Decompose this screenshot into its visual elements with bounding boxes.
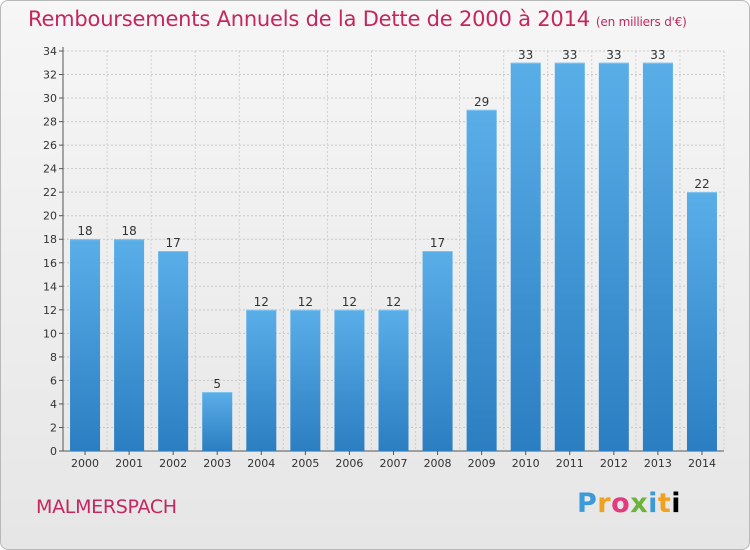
bar	[334, 309, 365, 451]
data-label: 17	[430, 236, 445, 250]
bar	[554, 62, 585, 451]
data-label: 33	[562, 48, 577, 62]
data-label: 12	[254, 295, 269, 309]
bars	[70, 62, 717, 452]
y-tick-label: 20	[43, 210, 57, 223]
x-tick-label: 2012	[600, 457, 628, 470]
bar	[202, 392, 233, 451]
y-tick-label: 8	[50, 351, 57, 364]
commune-name: MALMERSPACH	[36, 496, 177, 518]
bar	[378, 309, 409, 451]
y-tick-label: 28	[43, 116, 57, 129]
y-tick-label: 6	[50, 374, 57, 387]
data-label: 12	[342, 295, 357, 309]
y-tick-label: 24	[43, 163, 57, 176]
logo-letter: x	[630, 488, 649, 519]
data-label: 17	[166, 236, 181, 250]
y-tick-label: 0	[50, 445, 57, 458]
chart-title: Remboursements Annuels de la Dette de 20…	[28, 7, 687, 31]
y-tick-label: 30	[43, 92, 57, 105]
y-tick-label: 4	[50, 398, 57, 411]
y-tick-label: 34	[43, 45, 57, 58]
x-tick-label: 2002	[159, 457, 187, 470]
data-label: 18	[121, 224, 136, 238]
logo-letter: o	[611, 488, 631, 519]
bar	[246, 309, 277, 451]
x-tick-label: 2004	[247, 457, 275, 470]
x-tick-label: 2014	[688, 457, 716, 470]
y-tick-label: 32	[43, 69, 57, 82]
logo-letter: P	[577, 488, 598, 519]
bar	[510, 62, 541, 451]
bar	[422, 251, 453, 451]
data-label: 33	[606, 48, 621, 62]
labels: 18 2000 18 2001 17 2002 5 2003 12 2004 12 2005 12 200…	[71, 48, 716, 470]
x-tick-label: 2003	[203, 457, 231, 470]
x-tick-label: 2011	[556, 457, 584, 470]
x-tick-label: 2000	[71, 457, 99, 470]
y-tick-label: 14	[43, 280, 57, 293]
proxiti-logo: Proxiti	[577, 488, 681, 519]
data-label: 12	[386, 295, 401, 309]
bar	[158, 251, 189, 451]
x-tick-label: 2013	[644, 457, 672, 470]
data-label: 18	[77, 224, 92, 238]
y-tick-label: 26	[43, 139, 57, 152]
bar	[686, 192, 717, 452]
x-tick-label: 2001	[115, 457, 143, 470]
x-tick-label: 2005	[291, 457, 319, 470]
y-tick-label: 2	[50, 421, 57, 434]
bar	[466, 109, 497, 451]
x-tick-label: 2008	[424, 457, 452, 470]
bar	[642, 62, 673, 451]
y-tick-label: 18	[43, 233, 57, 246]
y-tick-label: 12	[43, 304, 57, 317]
chart-subtitle: (en milliers d'€)	[595, 15, 687, 29]
data-label: 12	[298, 295, 313, 309]
logo-letter: t	[657, 488, 672, 519]
bar	[598, 62, 629, 451]
bar	[290, 309, 321, 451]
x-tick-label: 2010	[512, 457, 540, 470]
logo-letter: r	[597, 488, 612, 519]
y-tick-label: 16	[43, 257, 57, 270]
bar	[114, 239, 145, 451]
data-label: 5	[213, 377, 221, 391]
chart-title-text: Remboursements Annuels de la Dette de 20…	[28, 7, 590, 31]
logo-letter: i	[648, 488, 658, 519]
data-label: 22	[694, 177, 709, 191]
x-tick-label: 2006	[335, 457, 363, 470]
x-tick-label: 2009	[468, 457, 496, 470]
data-label: 33	[518, 48, 533, 62]
x-tick-label: 2007	[380, 457, 408, 470]
logo-letter: i	[671, 488, 682, 519]
data-label: 29	[474, 95, 489, 109]
y-tick-label: 10	[43, 327, 57, 340]
bar	[70, 239, 101, 451]
data-label: 33	[650, 48, 665, 62]
y-tick-label: 22	[43, 186, 57, 199]
